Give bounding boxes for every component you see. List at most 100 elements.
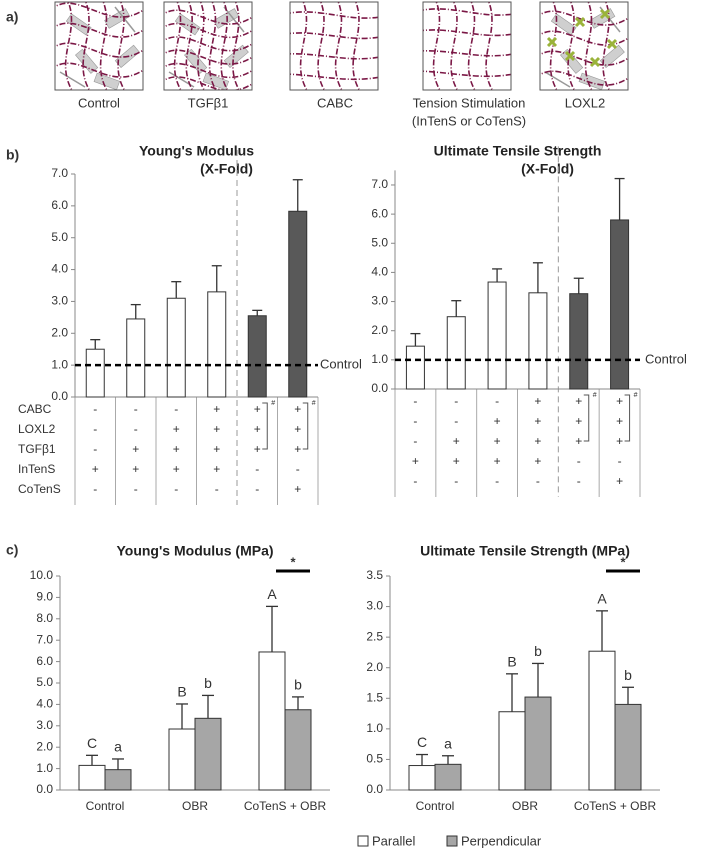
bar [569, 293, 589, 390]
error-bar [532, 262, 543, 293]
treatment-symbol: + [616, 474, 623, 488]
treatment-symbol: + [173, 462, 180, 476]
treatment-symbol: - [618, 454, 622, 468]
collagen-fiber [423, 8, 511, 16]
schematic-caption: Control [78, 95, 120, 110]
schematic-frame [422, 1, 512, 91]
treatment-symbol: + [534, 394, 541, 408]
schematic [423, 2, 511, 90]
collagen-fiber [423, 49, 511, 57]
collagen-fiber [540, 30, 628, 46]
bar [288, 210, 308, 398]
bar [168, 728, 196, 791]
collagen-fiber [290, 11, 378, 19]
collagen-fiber [567, 2, 576, 90]
error-bar [202, 694, 214, 719]
y-tick-label: 7.0 [51, 166, 68, 180]
y-tick-label: 1.5 [366, 690, 383, 704]
collagen-fiber [432, 2, 441, 90]
y-tick-label: 3.5 [366, 568, 383, 582]
treatment-symbol: - [536, 474, 540, 488]
legend-swatch [446, 835, 458, 847]
collagen-fiber [549, 2, 558, 90]
treatment-symbol: - [296, 462, 300, 476]
crosslink [606, 38, 618, 50]
treatment-symbol: + [294, 442, 301, 456]
y-tick-label: 3.0 [36, 718, 53, 732]
treatment-symbol: - [255, 482, 259, 496]
bar [405, 345, 425, 390]
significance-label: * [620, 554, 626, 569]
crosslink [564, 50, 576, 62]
treatment-symbol: + [575, 394, 582, 408]
row-label: TGFβ1 [18, 442, 56, 456]
y-tick-label: 0.0 [36, 782, 53, 796]
y-tick-label: 2.0 [371, 323, 388, 337]
error-bar [252, 309, 263, 316]
treatment-symbol: - [174, 482, 178, 496]
treatment-symbol: - [215, 482, 219, 496]
panel-label: a) [6, 9, 18, 25]
bar [104, 769, 132, 791]
treatment-symbol: + [453, 454, 460, 468]
bar [408, 765, 436, 791]
y-tick-label: 3.0 [366, 599, 383, 613]
error-bar [451, 300, 462, 317]
group-letter: b [534, 643, 542, 659]
treatment-symbol: + [575, 414, 582, 428]
y-tick-label: 2.5 [366, 629, 383, 643]
reference-label: Control [320, 357, 362, 372]
y-tick-label: 0.0 [366, 782, 383, 796]
bracket-mark: # [593, 392, 597, 399]
schematic [290, 2, 378, 90]
y-tick-label: 2.0 [36, 739, 53, 753]
error-bar [86, 754, 98, 766]
treatment-symbol: + [294, 402, 301, 416]
treatment-symbol: - [454, 394, 458, 408]
collagen-fiber [164, 76, 252, 90]
error-bar [573, 277, 584, 294]
x-tick-label: Control [86, 799, 125, 813]
legend-swatch [357, 835, 369, 847]
collagen-fiber [55, 42, 143, 58]
fiber [223, 6, 245, 33]
error-bar [176, 703, 188, 730]
y-tick-label: 0.0 [51, 389, 68, 403]
y-tick-label: 6.0 [36, 654, 53, 668]
collagen-fiber [185, 2, 194, 90]
schematic [164, 2, 252, 90]
group-letter: C [417, 734, 427, 750]
y-tick-label: 9.0 [36, 590, 53, 604]
chart-subtitle: (X-Fold) [521, 161, 574, 177]
collagen-fiber [164, 49, 252, 65]
fiber [59, 71, 86, 88]
bar [446, 316, 466, 390]
treatment-symbol: - [413, 474, 417, 488]
treatment-symbol: - [454, 414, 458, 428]
treatment-symbol: + [534, 434, 541, 448]
treatment-symbol: + [494, 454, 501, 468]
y-tick-label: 6.0 [371, 206, 388, 220]
y-tick-label: 5.0 [371, 235, 388, 249]
y-tick-label: 5.0 [36, 675, 53, 689]
y-tick-label: 3.0 [51, 294, 68, 308]
collagen-fiber [450, 2, 459, 90]
collagen-fiber [290, 32, 378, 40]
collagen-fiber [117, 2, 126, 90]
bar [78, 764, 106, 791]
schematic [540, 2, 628, 90]
y-tick-label: 7.0 [371, 177, 388, 191]
error-bar [292, 696, 304, 710]
bracket [262, 402, 268, 450]
bar [126, 318, 146, 398]
bar [528, 292, 548, 390]
treatment-symbol: + [616, 414, 623, 428]
treatment-symbol: + [453, 434, 460, 448]
bar [498, 711, 526, 791]
error-bar [416, 753, 428, 766]
error-bar [410, 332, 421, 347]
significance-label: * [290, 554, 296, 569]
y-tick-label: 10.0 [30, 568, 54, 582]
schematic-frame [289, 1, 379, 91]
